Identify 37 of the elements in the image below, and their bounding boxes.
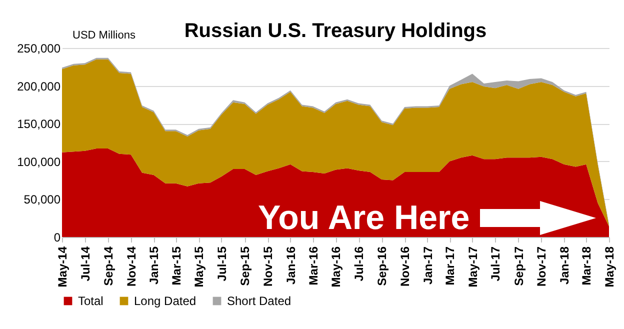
annotation: You Are Here [258, 199, 470, 237]
x-tick-label: Nov-16 [398, 246, 412, 287]
x-tick-label: May-15 [192, 246, 206, 288]
x-tick-label: Jan-17 [420, 246, 435, 285]
x-tick-label: Sep-14 [102, 246, 116, 286]
y-tick-label: 150,000 [17, 117, 61, 132]
y-tick-label: 0 [54, 230, 61, 244]
x-tick-label: Mar-18 [580, 246, 594, 286]
x-tick-label: Sep-16 [375, 246, 390, 286]
x-tick-label: Jul-14 [78, 246, 92, 282]
x-tick-label: Mar-15 [169, 246, 184, 286]
y-tick-label: 50,000 [24, 192, 61, 207]
x-tick-label: Jan-16 [284, 246, 298, 285]
x-tick-label: Jul-17 [488, 246, 503, 282]
legend-label: Total [78, 294, 104, 308]
x-tick-label: Sep-17 [512, 246, 526, 286]
x-tick-label: Sep-15 [238, 246, 252, 286]
y-tick-label: 200,000 [17, 79, 61, 94]
x-tick-label: Nov-15 [261, 246, 276, 287]
x-tick-label: Jul-15 [214, 246, 229, 282]
x-tick-label: Nov-14 [124, 246, 138, 287]
legend-label: Long Dated [134, 294, 196, 308]
x-tick-label: May-16 [329, 246, 344, 288]
x-tick-label: May-14 [56, 246, 70, 288]
chart-title: Russian U.S. Treasury Holdings [184, 20, 487, 42]
legend-label: Short Dated [227, 294, 292, 308]
y-tick-label: 100,000 [17, 154, 61, 169]
x-tick-label: Jan-18 [558, 246, 572, 285]
x-tick-label: May-18 [602, 246, 616, 288]
y-tick-label: 250,000 [17, 42, 61, 56]
x-tick-label: Mar-16 [306, 246, 320, 286]
x-tick-label: Mar-17 [443, 246, 458, 286]
x-tick-label: Nov-17 [534, 246, 549, 287]
x-tick-label: Jan-15 [147, 246, 162, 285]
y-axis-title: USD Millions [72, 30, 136, 42]
x-tick-label: May-17 [466, 246, 480, 288]
x-tick-label: Jul-16 [352, 246, 366, 282]
